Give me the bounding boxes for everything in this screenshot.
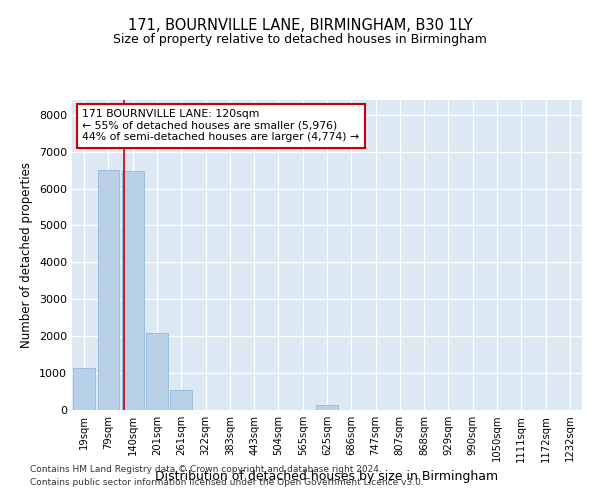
Y-axis label: Number of detached properties: Number of detached properties xyxy=(20,162,34,348)
Text: 171, BOURNVILLE LANE, BIRMINGHAM, B30 1LY: 171, BOURNVILLE LANE, BIRMINGHAM, B30 1L… xyxy=(128,18,472,32)
Text: 171 BOURNVILLE LANE: 120sqm
← 55% of detached houses are smaller (5,976)
44% of : 171 BOURNVILLE LANE: 120sqm ← 55% of det… xyxy=(82,110,359,142)
Bar xyxy=(97,170,119,410)
Text: Contains HM Land Registry data © Crown copyright and database right 2024.: Contains HM Land Registry data © Crown c… xyxy=(30,466,382,474)
Bar xyxy=(122,171,143,410)
Bar xyxy=(73,368,95,410)
Bar xyxy=(146,332,168,410)
Bar xyxy=(170,390,192,410)
Text: Size of property relative to detached houses in Birmingham: Size of property relative to detached ho… xyxy=(113,32,487,46)
X-axis label: Distribution of detached houses by size in Birmingham: Distribution of detached houses by size … xyxy=(155,470,499,483)
Bar xyxy=(316,405,338,410)
Text: Contains public sector information licensed under the Open Government Licence v3: Contains public sector information licen… xyxy=(30,478,424,487)
